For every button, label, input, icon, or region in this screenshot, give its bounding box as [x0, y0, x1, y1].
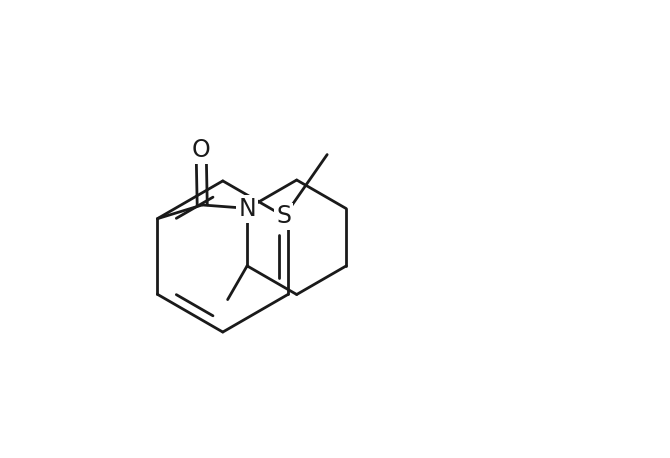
Text: O: O	[192, 138, 210, 162]
Text: N: N	[239, 196, 256, 221]
Text: S: S	[276, 204, 291, 229]
